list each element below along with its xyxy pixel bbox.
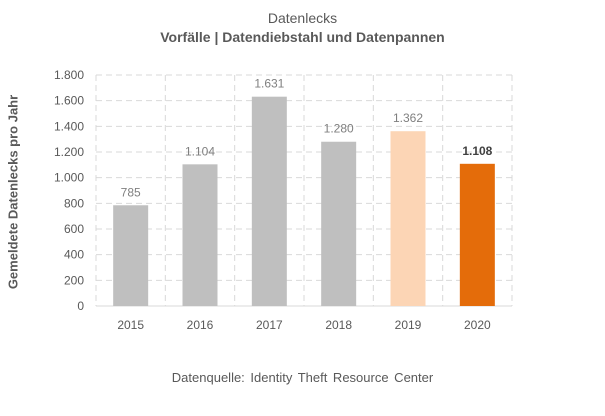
x-tick-label-2015: 2015 bbox=[117, 318, 144, 332]
x-tick-label-2017: 2017 bbox=[256, 318, 283, 332]
gridlines bbox=[95, 74, 513, 307]
x-tick-label-2019: 2019 bbox=[395, 318, 422, 332]
data-label-2019: 1.362 bbox=[393, 111, 423, 125]
y-tick-label: 400 bbox=[64, 248, 84, 262]
chart-subtitle: Vorfälle | Datendiebstahl und Datenpanne… bbox=[160, 29, 445, 45]
bar-2016 bbox=[182, 164, 218, 306]
y-tick-label: 1.000 bbox=[54, 171, 84, 185]
data-label-2015: 785 bbox=[121, 185, 141, 199]
y-tick-labels: 0 200 400 600 800 1.000 1.200 1.400 1.600 1.800 bbox=[54, 68, 84, 313]
bar-2019 bbox=[390, 131, 426, 306]
data-label-2017: 1.631 bbox=[254, 77, 284, 91]
x-tick-label-2018: 2018 bbox=[325, 318, 352, 332]
chart-title: Datenlecks bbox=[267, 10, 338, 26]
data-label-2018: 1.280 bbox=[324, 122, 354, 136]
data-label-2016: 1.104 bbox=[185, 144, 215, 158]
y-tick-label: 600 bbox=[64, 222, 84, 236]
x-tick-label-2020: 2020 bbox=[464, 318, 491, 332]
data-labels: 785 1.104 1.631 1.280 1.362 1.108 bbox=[121, 77, 493, 200]
y-tick-label: 200 bbox=[64, 273, 84, 287]
y-tick-label: 1.800 bbox=[54, 68, 84, 82]
y-tick-label: 1.400 bbox=[54, 119, 84, 133]
y-tick-label: 0 bbox=[77, 299, 84, 313]
x-tick-label-2016: 2016 bbox=[187, 318, 214, 332]
bar-2018 bbox=[321, 141, 357, 306]
x-tick-labels: 2015 2016 2017 2018 2019 2020 bbox=[117, 318, 491, 332]
bars bbox=[113, 96, 495, 307]
source-note: Datenquelle: Identity Theft Resource Cen… bbox=[171, 370, 434, 385]
y-tick-label: 1.600 bbox=[54, 94, 84, 108]
data-label-2020: 1.108 bbox=[462, 144, 492, 158]
bar-2017 bbox=[251, 96, 287, 307]
y-tick-label: 1.200 bbox=[54, 145, 84, 159]
bar-2015 bbox=[113, 205, 149, 306]
bar-2020 bbox=[459, 163, 495, 306]
y-tick-label: 800 bbox=[64, 196, 84, 210]
